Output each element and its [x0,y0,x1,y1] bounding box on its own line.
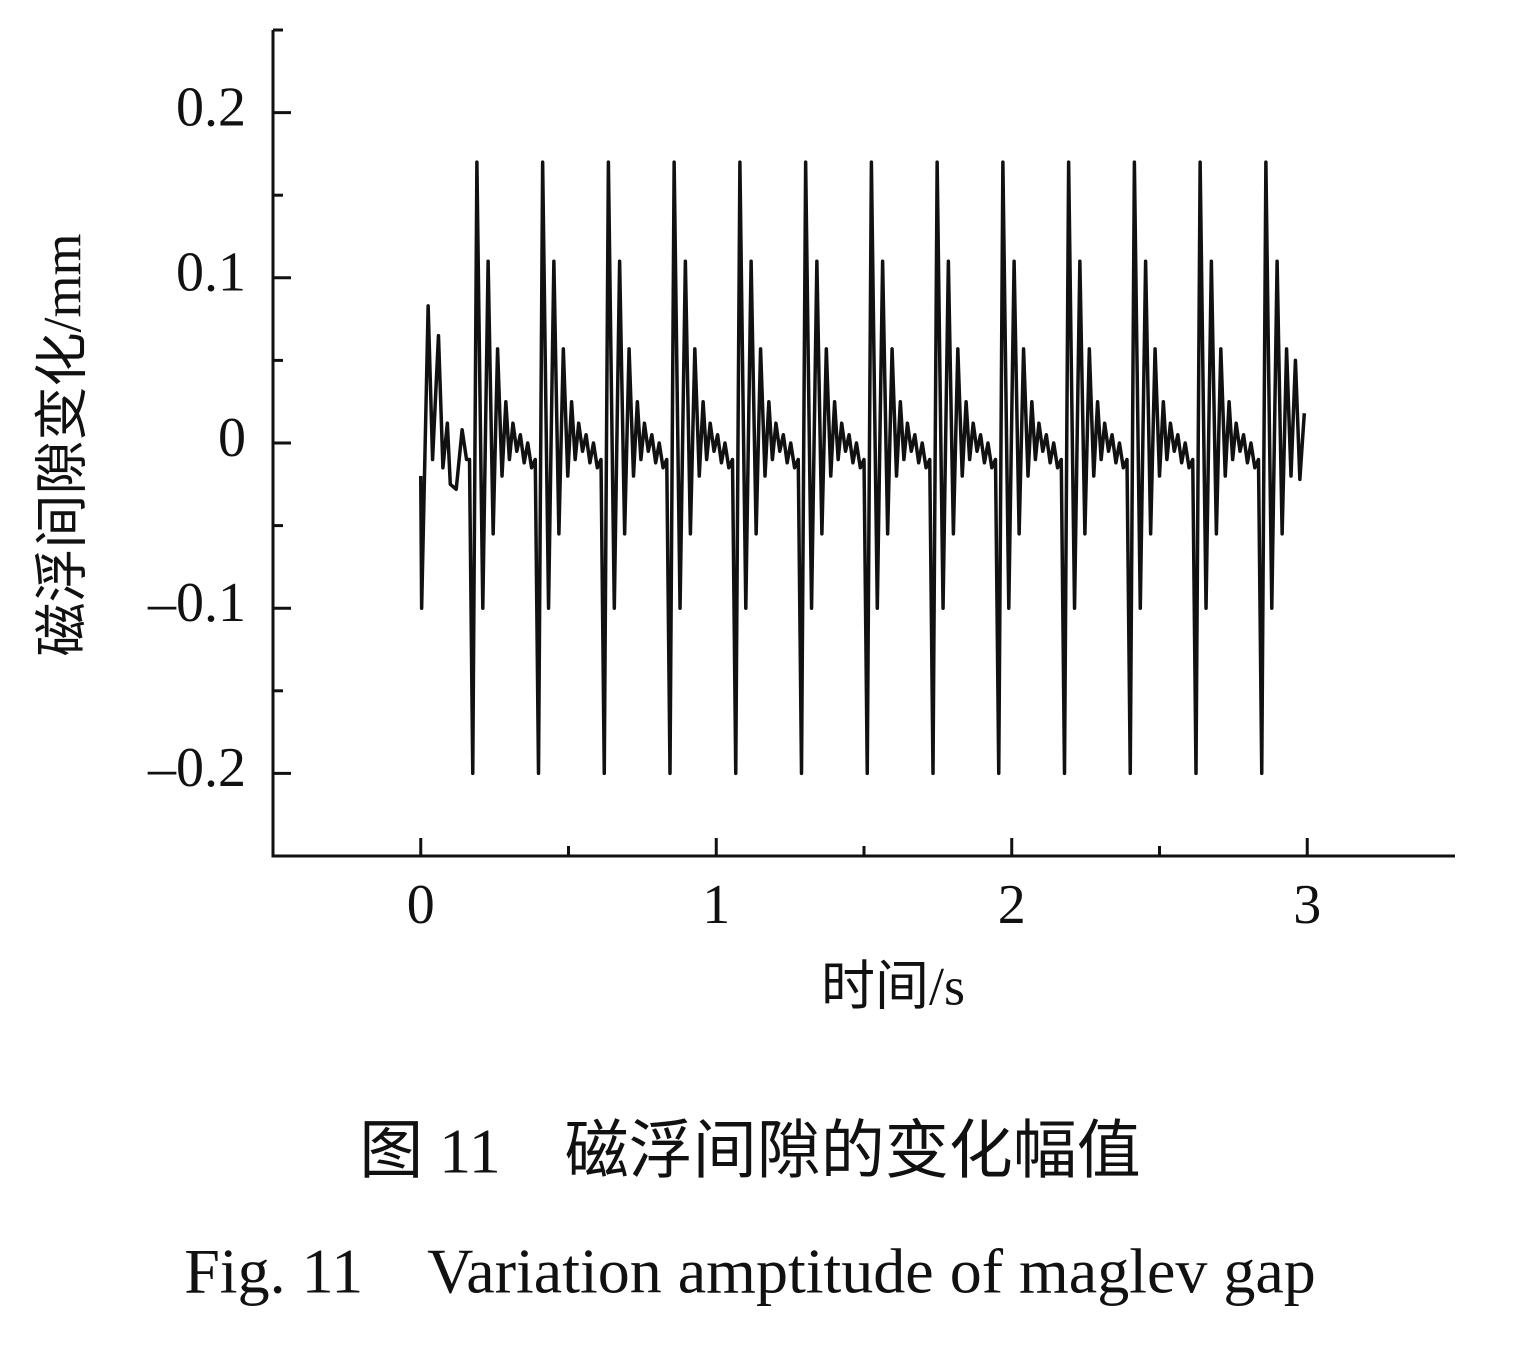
x-tick-label: 1 [702,874,730,936]
y-tick-label: –0.1 [147,572,246,634]
x-tick-label: 2 [998,874,1026,936]
caption-cn: 图 11 磁浮间隙的变化幅值 [359,1116,1141,1187]
y-tick-label: 0.2 [176,76,246,138]
x-tick-label: 0 [407,874,435,936]
x-tick-label: 3 [1293,874,1321,936]
y-tick-label: 0 [218,407,246,469]
data-line [419,160,1307,776]
y-tick-label: –0.2 [147,737,246,799]
x-axis-title: 时间/s [821,956,965,1016]
y-tick-label: 0.1 [176,242,246,304]
y-axis-title: 磁浮间隙变化/mm [32,233,92,656]
caption-en: Fig. 11 Variation amptitude of maglev ga… [184,1236,1316,1307]
